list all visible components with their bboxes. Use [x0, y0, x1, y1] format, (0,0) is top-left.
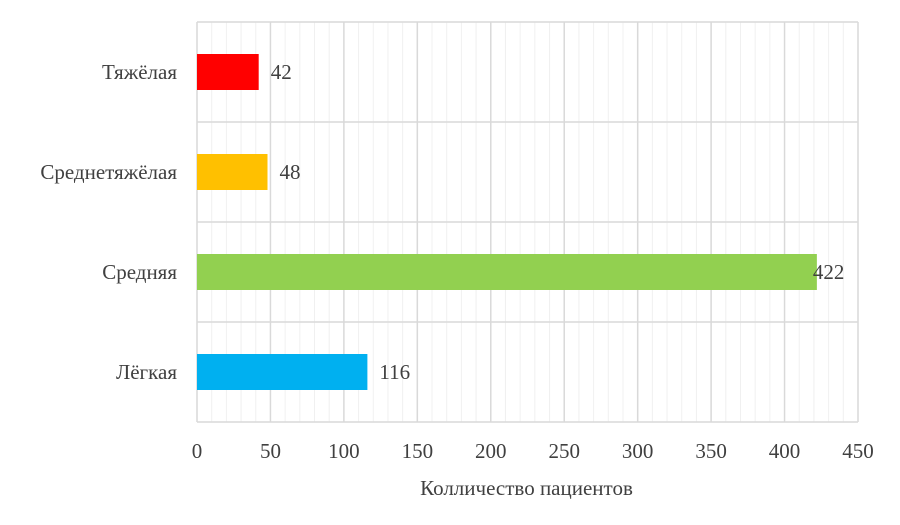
x-tick-label: 250: [548, 439, 580, 463]
x-tick-label: 0: [192, 439, 203, 463]
data-label: 422: [813, 260, 845, 284]
x-tick-label: 50: [260, 439, 281, 463]
category-labels: Тяжёлая Среднетяжёлая Средняя Лёгкая: [40, 60, 177, 384]
x-tick-label: 300: [622, 439, 654, 463]
gridlines: [196, 21, 859, 423]
bar: [197, 254, 817, 290]
x-tick-label: 150: [402, 439, 434, 463]
bar: [197, 354, 368, 390]
data-label: 48: [280, 160, 301, 184]
data-label: 42: [271, 60, 292, 84]
x-tick-label: 400: [769, 439, 801, 463]
x-tick-label: 200: [475, 439, 507, 463]
x-tick-label: 100: [328, 439, 360, 463]
category-label: Среднетяжёлая: [40, 160, 177, 184]
bar: [197, 154, 268, 190]
x-tick-label: 350: [695, 439, 727, 463]
x-tick-label: 450: [842, 439, 874, 463]
x-axis-label: Колличество пациентов: [420, 476, 633, 500]
bar: [197, 54, 259, 90]
x-tick-labels: 0 50 100 150 200 250 300 350 400 450: [192, 439, 874, 463]
bars: [197, 54, 817, 390]
category-label: Тяжёлая: [102, 60, 177, 84]
data-label: 116: [379, 360, 410, 384]
category-label: Лёгкая: [116, 360, 177, 384]
category-label: Средняя: [102, 260, 177, 284]
data-labels: 42 48 422 116: [271, 60, 845, 384]
